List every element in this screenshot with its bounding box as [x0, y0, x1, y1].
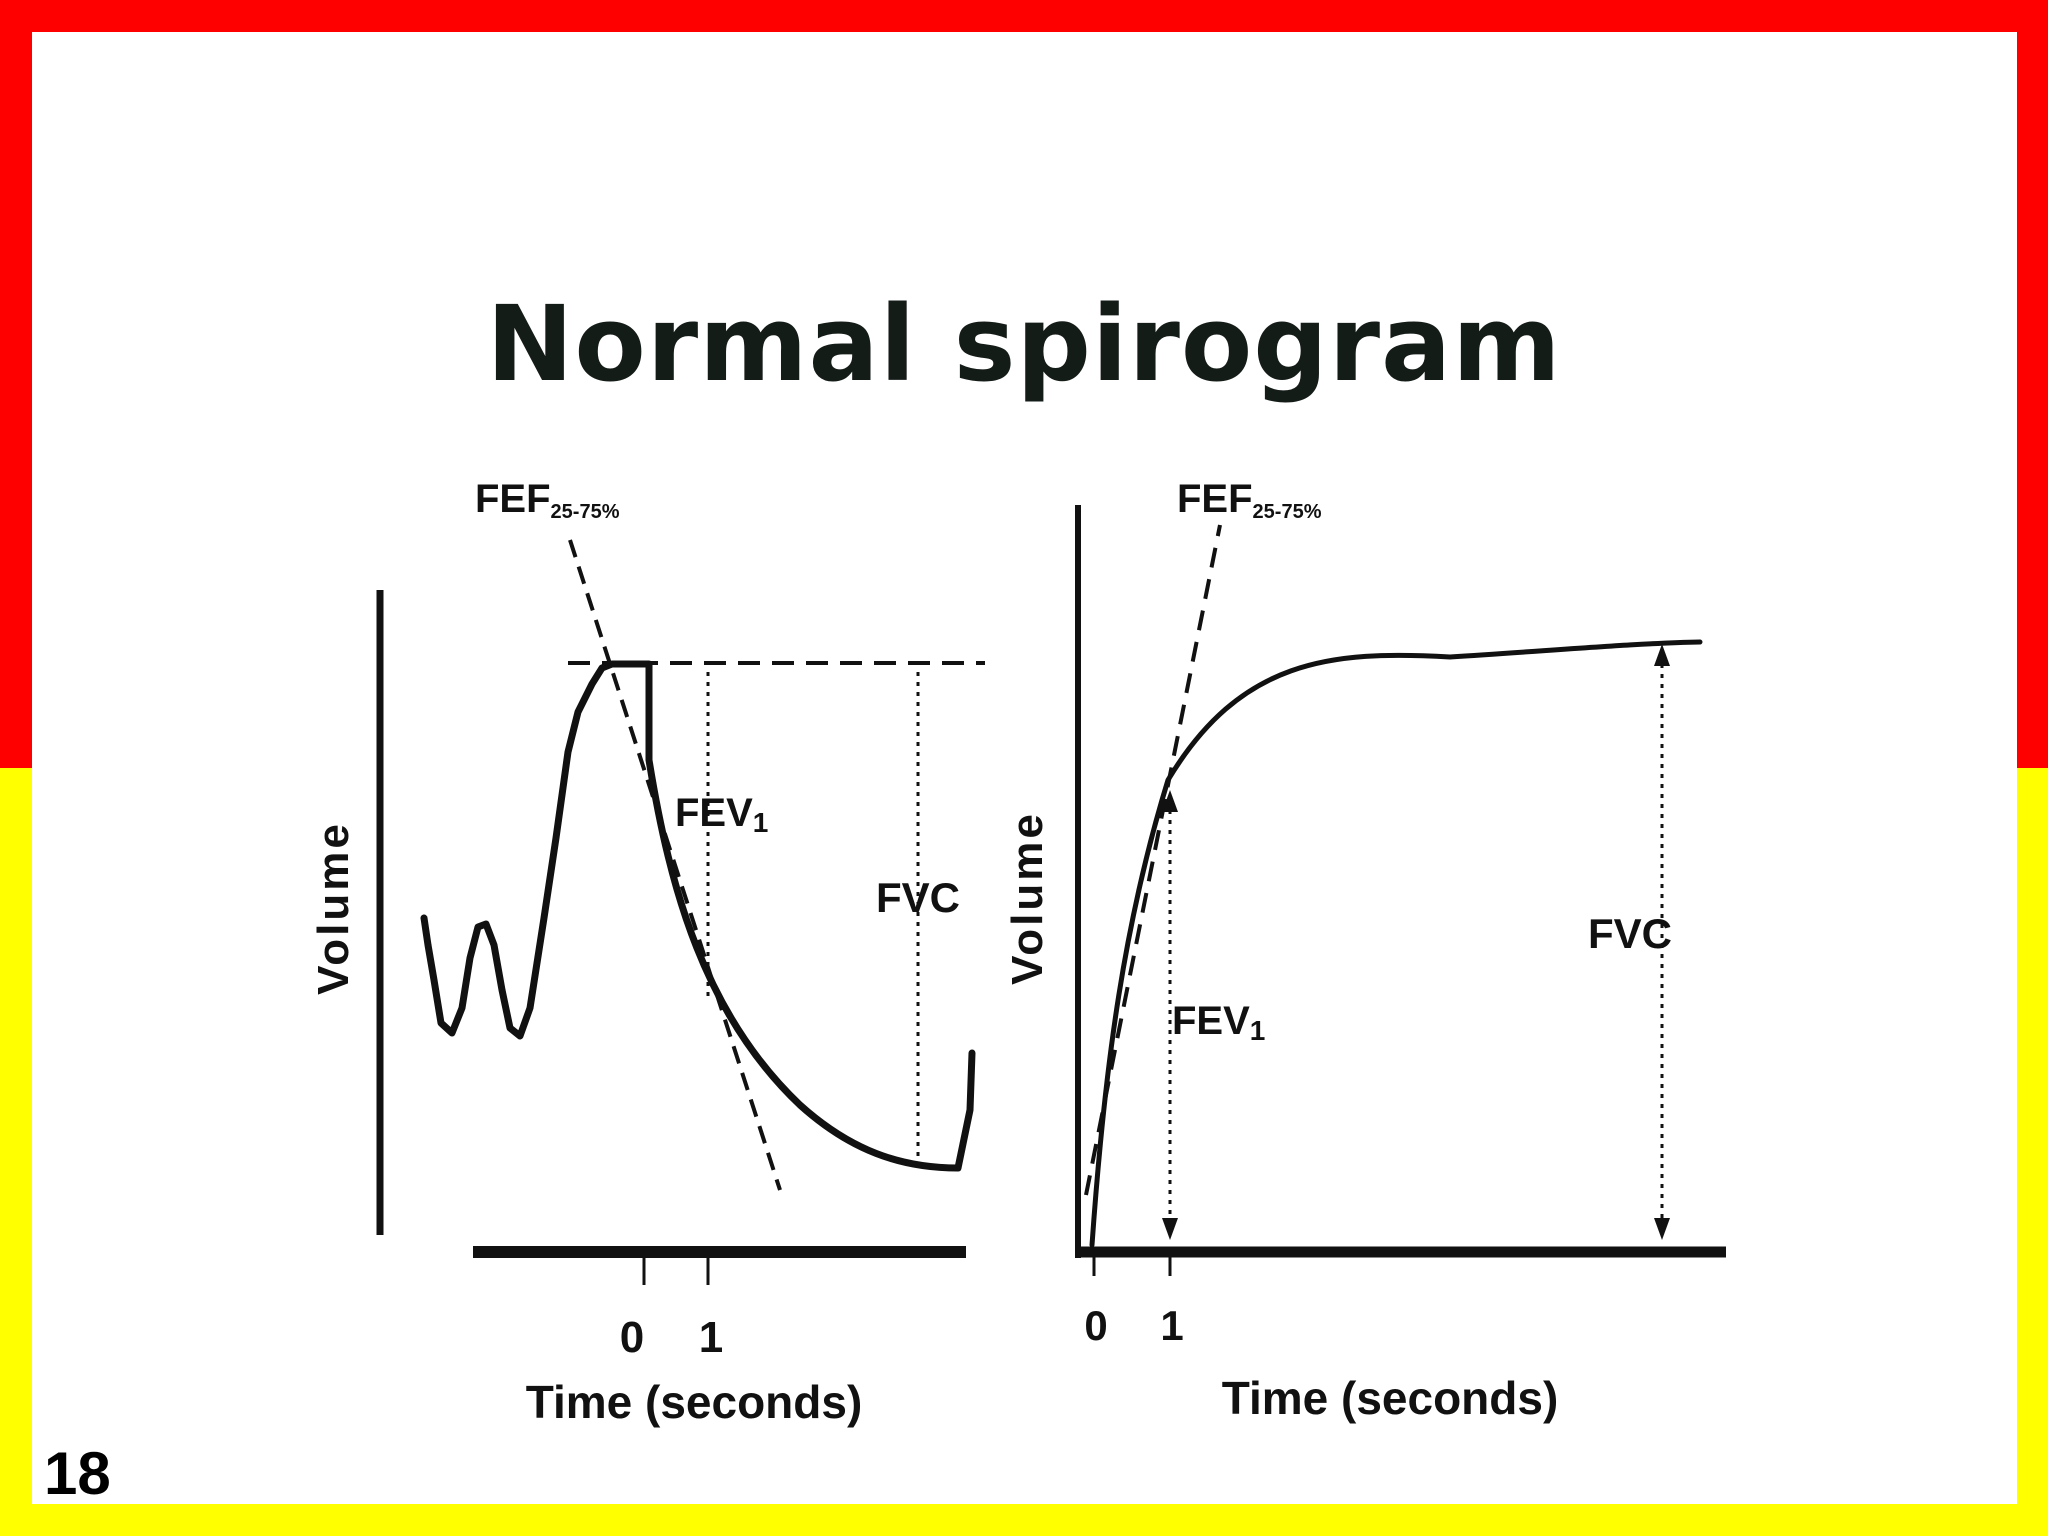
left-y-axis-label: Volume [309, 821, 358, 995]
left-fef-label-subscript: 25-75% [551, 501, 620, 523]
right-fev1-label-subscript: 1 [1250, 1015, 1266, 1046]
slide-title: Normal spirogram [486, 283, 1562, 405]
slide-panel [32, 32, 2017, 1504]
left-fev1-label: FEV1 [675, 791, 768, 838]
right-fef-tangent-dashed-line [1084, 524, 1222, 1196]
right-x-tick-label-0: 0 [1084, 1302, 1107, 1349]
right-fef-label-subscript: 25-75% [1253, 501, 1322, 523]
right-fef-label-main: FEF [1177, 477, 1253, 521]
right-fef-label: FEF25-75% [1177, 477, 1322, 523]
right-spirogram: Volume FEF25-75% FEV1 FVC 0 1 Time (seco… [1003, 477, 1726, 1424]
right-y-axis-label: Volume [1003, 811, 1052, 985]
left-fvc-label: FVC [876, 874, 960, 921]
left-fev1-label-subscript: 1 [753, 807, 769, 838]
left-fef-tangent-dashed-line [568, 539, 782, 1191]
right-x-tick-label-1: 1 [1160, 1302, 1183, 1349]
left-x-tick-label-0: 0 [620, 1313, 644, 1362]
left-fef-label-main: FEF [475, 477, 551, 521]
left-fev1-label-main: FEV [675, 791, 753, 835]
right-fvc-arrow-down [1654, 1218, 1670, 1240]
slide-page-number: 18 [44, 1440, 111, 1507]
right-fev1-label: FEV1 [1172, 999, 1265, 1046]
right-x-axis-label: Time (seconds) [1222, 1372, 1559, 1424]
right-fvc-label: FVC [1588, 910, 1672, 957]
right-fev1-arrow-down [1162, 1218, 1178, 1240]
left-spirogram-trace [420, 660, 976, 1172]
right-volume-time-curve [1089, 639, 1703, 1248]
left-x-tick-label-1: 1 [699, 1313, 723, 1362]
left-fef-label: FEF25-75% [475, 477, 620, 523]
right-fvc-arrow-up [1654, 644, 1670, 666]
left-spirogram: Volume FEF25-75% FEV1 FVC 0 1 Time (seco… [309, 477, 985, 1428]
right-fev1-label-main: FEV [1172, 999, 1250, 1043]
right-fev1-arrow-up [1162, 790, 1178, 812]
left-x-axis-label: Time (seconds) [526, 1376, 863, 1428]
